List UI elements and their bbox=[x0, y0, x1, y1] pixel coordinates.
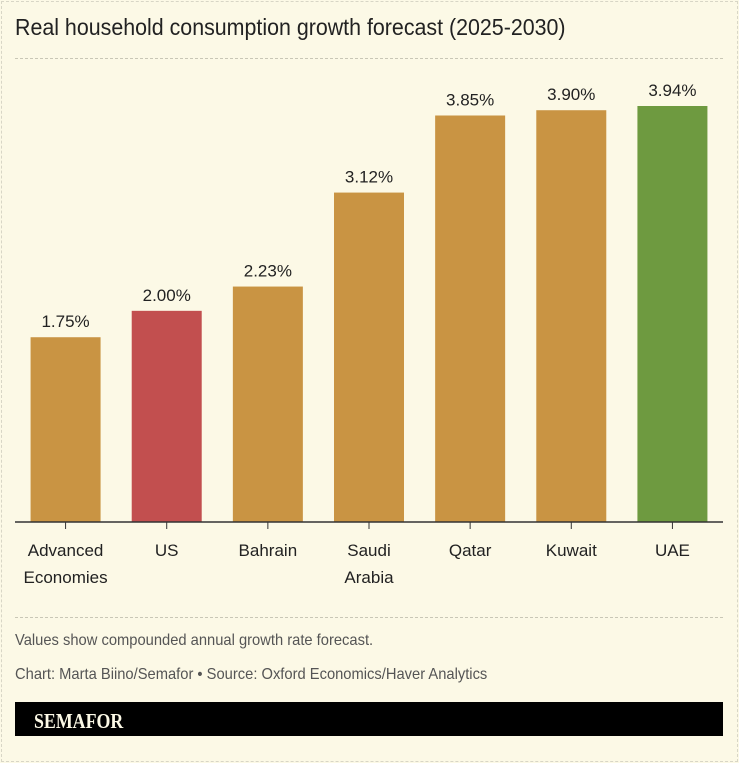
data-label: 2.00% bbox=[143, 286, 191, 305]
chart-credit: Chart: Marta Biino/Semafor • Source: Oxf… bbox=[15, 666, 488, 683]
bar bbox=[334, 192, 404, 522]
x-tick-label: Qatar bbox=[449, 541, 492, 560]
x-tick-label: Kuwait bbox=[546, 541, 597, 560]
x-tick-label: Advanced bbox=[28, 541, 104, 560]
chart-title: Real household consumption growth foreca… bbox=[15, 14, 566, 40]
chart-note: Values show compounded annual growth rat… bbox=[15, 632, 374, 649]
bar bbox=[131, 310, 202, 522]
bar bbox=[232, 286, 303, 522]
data-label: 3.85% bbox=[446, 91, 494, 110]
x-tick-label: Saudi bbox=[347, 541, 390, 560]
data-label: 3.12% bbox=[345, 168, 393, 187]
x-tick-label: Arabia bbox=[344, 568, 394, 587]
bar bbox=[637, 106, 708, 522]
bar bbox=[536, 110, 607, 522]
divider-bottom bbox=[15, 617, 723, 618]
divider-top bbox=[15, 58, 723, 59]
x-tick-label: Economies bbox=[24, 568, 108, 587]
x-tick-label: Bahrain bbox=[239, 541, 298, 560]
x-tick-label: US bbox=[155, 541, 179, 560]
data-label: 3.94% bbox=[648, 81, 696, 100]
semafor-logo: SEMAFOR bbox=[34, 709, 124, 733]
brand-bar: SEMAFOR bbox=[15, 702, 723, 736]
bar bbox=[30, 337, 101, 522]
x-tick-label: UAE bbox=[655, 541, 690, 560]
data-label: 1.75% bbox=[41, 312, 89, 331]
data-label: 3.90% bbox=[547, 85, 595, 104]
data-label: 2.23% bbox=[244, 262, 292, 281]
bar bbox=[435, 115, 506, 523]
